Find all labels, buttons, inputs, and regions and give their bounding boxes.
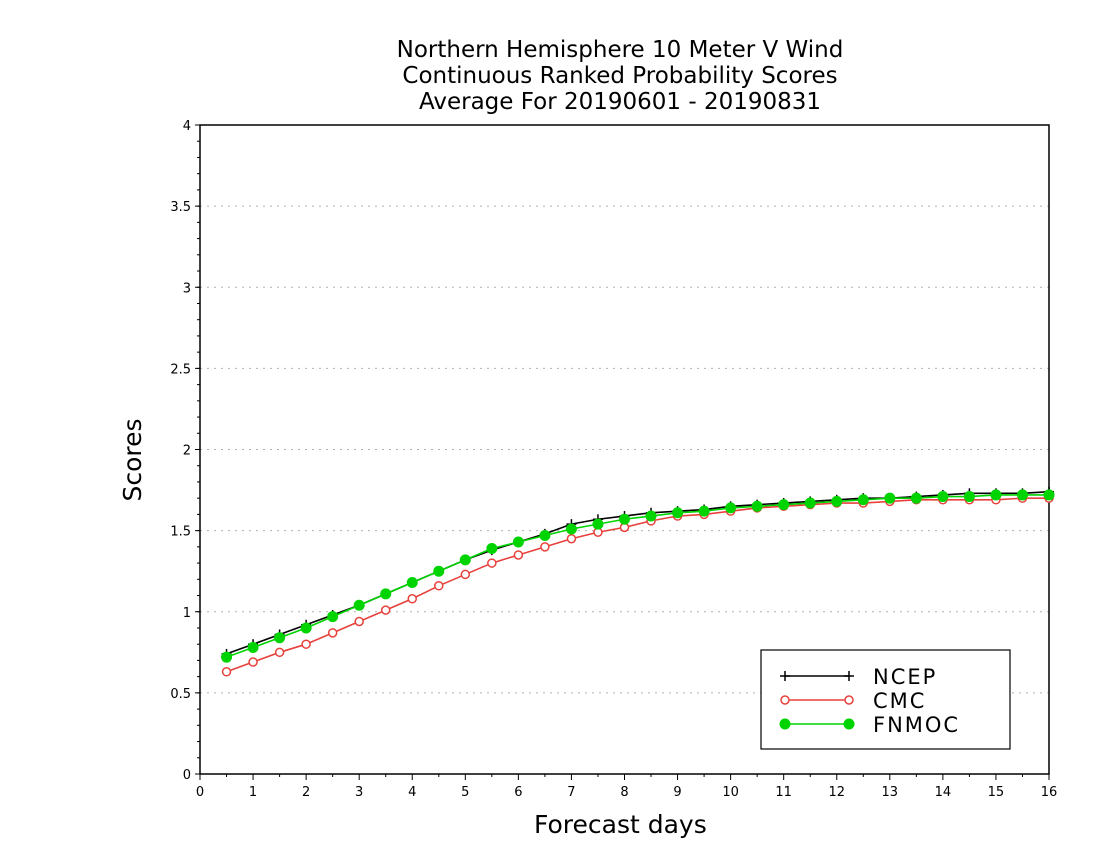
chart-title-line-1: Northern Hemisphere 10 Meter V Wind	[396, 37, 844, 63]
point-cmc-8	[434, 581, 444, 591]
point-cmc-2	[274, 647, 285, 658]
y-tick-label-7: 3.5	[170, 200, 191, 215]
point-fnmoc-10	[486, 542, 498, 554]
point-cmc-13	[566, 533, 577, 544]
point-fnmoc-27	[937, 491, 949, 503]
x-tick-label-11: 11	[775, 785, 792, 800]
x-tick-label-15: 15	[988, 785, 1005, 800]
x-tick-label-6: 6	[514, 785, 522, 800]
y-tick-label-2: 1	[183, 606, 191, 621]
point-fnmoc-16	[645, 510, 657, 522]
point-fnmoc-17	[672, 507, 684, 519]
y-tick-label-8: 4	[183, 119, 191, 134]
legend-label-ncep: NCEP	[873, 665, 937, 689]
point-cmc-11	[513, 550, 524, 560]
point-cmc-12	[540, 542, 550, 552]
x-tick-label-16: 16	[1041, 785, 1058, 800]
point-fnmoc-8	[433, 565, 445, 577]
point-fnmoc-24	[857, 494, 869, 506]
point-fnmoc-19	[725, 502, 737, 514]
point-cmc-7	[407, 594, 417, 604]
x-tick-label-4: 4	[408, 785, 416, 800]
point-fnmoc-23	[831, 495, 843, 507]
point-fnmoc-9	[459, 554, 471, 566]
x-tick-label-0: 0	[196, 785, 204, 800]
point-fnmoc-29	[990, 489, 1002, 501]
point-fnmoc-15	[619, 513, 630, 525]
point-fnmoc-3	[300, 622, 312, 634]
point-cmc-5	[354, 616, 364, 627]
point-fnmoc-6	[380, 588, 392, 600]
y-tick-label-0: 0	[183, 768, 191, 783]
point-fnmoc-13	[565, 523, 577, 535]
series-line-ncep	[226, 490, 1050, 655]
x-tick-label-13: 13	[882, 785, 899, 800]
point-fnmoc-11	[512, 536, 524, 548]
point-cmc-10	[487, 558, 497, 568]
series-line-cmc	[226, 497, 1049, 673]
y-tick-label-1: 0.5	[170, 687, 191, 702]
point-fnmoc-7	[406, 577, 418, 589]
y-tick-label-4: 2	[183, 444, 191, 459]
point-fnmoc-2	[274, 632, 286, 644]
legend-label-cmc: CMC	[873, 689, 926, 713]
point-fnmoc-12	[539, 529, 551, 541]
point-fnmoc-28	[963, 491, 975, 503]
point-fnmoc-20	[751, 500, 763, 512]
x-tick-label-10: 10	[722, 785, 739, 800]
x-tick-label-7: 7	[567, 785, 575, 800]
chart-title-line-2: Continuous Ranked Probability Scores	[402, 63, 838, 89]
point-cmc-4	[327, 628, 338, 638]
y-tick-label-6: 3	[183, 281, 191, 296]
legend-marker-fnmoc	[779, 718, 791, 730]
series-line-fnmoc	[226, 494, 1049, 658]
x-tick-label-14: 14	[935, 785, 952, 800]
x-tick-label-3: 3	[355, 785, 363, 800]
legend-marker-cmc	[844, 695, 854, 705]
point-fnmoc-22	[804, 497, 816, 509]
x-tick-label-1: 1	[249, 785, 257, 800]
x-tick-label-9: 9	[673, 785, 681, 800]
point-fnmoc-25	[884, 492, 896, 504]
point-cmc-6	[380, 605, 391, 615]
point-cmc-3	[301, 639, 311, 649]
point-cmc-1	[248, 657, 258, 667]
point-fnmoc-0	[221, 651, 233, 663]
x-tick-label-12: 12	[828, 785, 845, 800]
legend-marker-cmc	[780, 695, 790, 705]
x-axis-label: Forecast days	[534, 810, 707, 839]
y-tick-label-5: 2.5	[170, 362, 191, 377]
point-fnmoc-26	[910, 492, 922, 504]
y-tick-label-3: 1.5	[170, 525, 191, 540]
point-fnmoc-30	[1016, 489, 1028, 501]
legend-label-fnmoc: FNMOC	[873, 713, 960, 737]
point-cmc-0	[221, 667, 232, 677]
x-tick-label-8: 8	[620, 785, 628, 800]
point-cmc-9	[460, 569, 471, 580]
point-fnmoc-31	[1043, 489, 1055, 501]
x-tick-label-2: 2	[302, 785, 310, 800]
point-fnmoc-5	[353, 599, 365, 611]
point-fnmoc-1	[247, 641, 259, 653]
legend-marker-fnmoc	[843, 718, 855, 730]
chart-title-line-3: Average For 20190601 - 20190831	[418, 89, 822, 115]
point-fnmoc-14	[592, 518, 604, 530]
x-tick-label-5: 5	[461, 785, 469, 800]
point-fnmoc-4	[327, 611, 339, 623]
point-fnmoc-21	[778, 499, 790, 511]
y-axis-label: Scores	[118, 418, 147, 502]
point-fnmoc-18	[698, 505, 710, 517]
